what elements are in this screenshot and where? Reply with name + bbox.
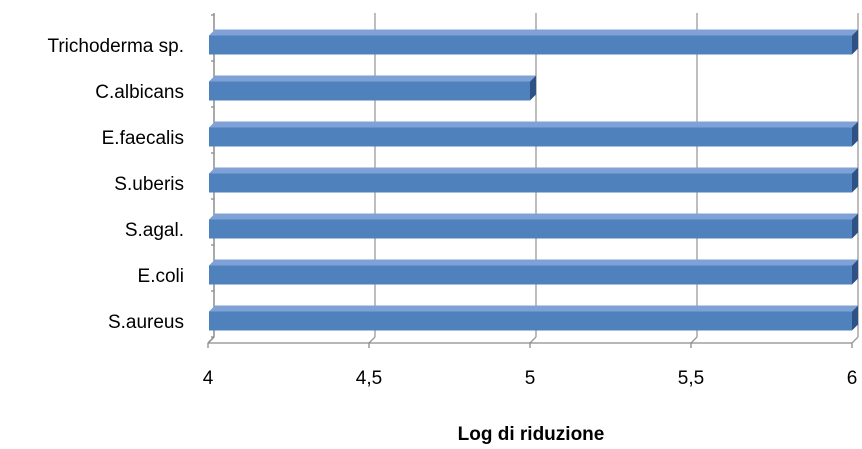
- category-label: S.uberis: [114, 174, 184, 195]
- bar: [209, 75, 536, 101]
- gridline-floor: [851, 336, 859, 344]
- bar: [209, 29, 858, 55]
- bar-front-face: [209, 35, 852, 55]
- bar-end-face: [852, 29, 858, 55]
- x-tick-label: 4,5: [356, 368, 382, 389]
- bar: [209, 167, 858, 193]
- bar-top-face: [209, 167, 858, 174]
- category-label: C.albicans: [95, 82, 184, 103]
- gridline-floor: [529, 336, 537, 344]
- bar-end-face: [852, 213, 858, 239]
- category-label: E.faecalis: [102, 128, 184, 149]
- bars: [209, 29, 858, 331]
- bar-top-face: [209, 305, 858, 312]
- bar: [209, 305, 858, 331]
- bar: [209, 213, 858, 239]
- category-label: E.coli: [138, 266, 184, 287]
- bar-front-face: [209, 81, 530, 101]
- category-label: Trichoderma sp.: [47, 36, 184, 57]
- gridline-floor: [368, 336, 376, 344]
- bar: [209, 259, 858, 285]
- x-tick-label: 4: [203, 368, 214, 389]
- bar-end-face: [852, 167, 858, 193]
- category-label: S.agal.: [125, 220, 184, 241]
- bar-top-face: [209, 75, 536, 82]
- x-tick-labels: 4 4,5 5 5,5 6: [203, 368, 858, 389]
- bar-front-face: [209, 127, 852, 147]
- bar-end-face: [852, 305, 858, 331]
- bar-front-face: [209, 173, 852, 193]
- bar-front-face: [209, 219, 852, 239]
- bar-top-face: [209, 259, 858, 266]
- bar-front-face: [209, 265, 852, 285]
- category-labels: S.aureus E.coli S.agal. S.uberis E.faecalis C…: [47, 36, 184, 333]
- x-tick-label: 5: [525, 368, 536, 389]
- bar: [209, 121, 858, 147]
- bar-end-face: [852, 259, 858, 285]
- bar-top-face: [209, 29, 858, 36]
- gridline-floor: [690, 336, 698, 344]
- bar-end-face: [852, 121, 858, 147]
- x-tick-label: 6: [847, 368, 858, 389]
- x-axis-title: Log di riduzione: [458, 424, 605, 445]
- x-tick-label: 5,5: [678, 368, 704, 389]
- bar-top-face: [209, 121, 858, 128]
- category-label: S.aureus: [108, 312, 184, 333]
- bar-top-face: [209, 213, 858, 220]
- bar-end-face: [530, 75, 536, 101]
- axis-corner: [207, 336, 215, 344]
- bar-front-face: [209, 311, 852, 331]
